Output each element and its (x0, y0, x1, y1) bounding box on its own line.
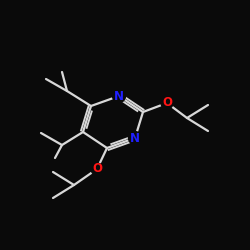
Text: N: N (114, 90, 124, 102)
Circle shape (112, 90, 126, 102)
Text: O: O (92, 162, 102, 175)
Circle shape (161, 97, 173, 109)
Circle shape (128, 132, 141, 144)
Circle shape (91, 163, 103, 175)
Text: N: N (130, 132, 140, 144)
Text: O: O (162, 96, 172, 110)
